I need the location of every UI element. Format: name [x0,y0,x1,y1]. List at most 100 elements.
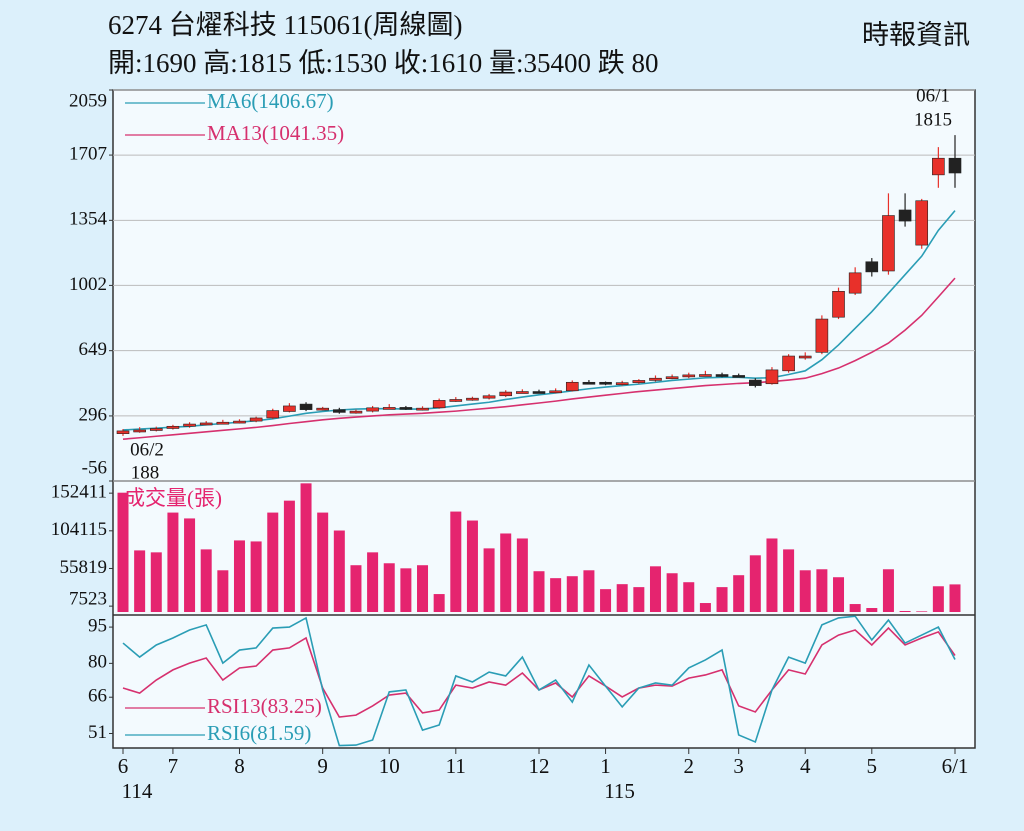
bar [500,533,512,612]
bar [716,587,728,612]
bar [483,548,495,612]
candle-body [898,209,912,222]
summary: 開:1690 高:1815 低:1530 收:1610 量:35400 跌 80 [108,48,659,78]
y-tick-label: 66 [88,686,107,707]
candle-body [199,422,213,426]
bar [733,575,745,612]
candle-body [449,399,463,402]
candle-body [599,381,612,385]
bar [350,565,362,612]
x-tick-label: 1 [600,754,611,778]
y-tick-label: 80 [88,652,107,673]
legend-label: RSI13(83.25) [207,694,322,718]
y-tick-label: 51 [88,722,107,743]
candle-body [915,200,929,246]
annotation: 06/2 [130,439,164,460]
candle-body [682,374,696,378]
x-tick-label: 6 [118,754,129,778]
x-tick-label: 2 [684,754,695,778]
candle-body [466,397,479,401]
bar [433,594,445,612]
candle-body [948,157,962,174]
bar [317,512,329,612]
candle-body [382,407,396,410]
x-tick-label: 5 [867,754,878,778]
x-tick-label: 3 [733,754,744,778]
candle-body [882,215,895,272]
candle-body [532,391,546,394]
candle-body [582,381,596,385]
bar [267,512,279,612]
candle-body [732,375,745,378]
x-tick-label: 8 [234,754,245,778]
candle-body [299,403,313,410]
bar [333,530,345,612]
candle-body [233,420,246,424]
y-tick-label: 2059 [69,90,107,111]
bar [533,571,545,612]
series-line [122,615,956,747]
annotation: 1815 [914,109,952,130]
bar [300,483,312,612]
candle-body [266,410,280,419]
x-tick-label: 7 [168,754,179,778]
bar [783,549,795,612]
candle-body [848,272,862,294]
x-tick-label: 10 [379,754,400,778]
bar [367,552,379,612]
legend-label: 成交量(張) [124,486,222,510]
bar [217,570,229,612]
bar [117,492,129,612]
x-tick-label: 6/1 [942,754,969,778]
bar [799,570,811,612]
candle-body [932,157,945,176]
bar [833,577,845,612]
bar [749,555,761,612]
bar [583,570,595,612]
bar [932,586,944,612]
bar [150,552,162,612]
x-year-label: 114 [122,779,153,803]
source: 時報資訊 [862,20,970,50]
bar [882,569,894,612]
x-tick-label: 12 [529,754,550,778]
x-tick-label: 9 [317,754,328,778]
candle-body [699,374,712,377]
bar [633,587,645,612]
candle-body [565,381,579,392]
y-tick-label: 1707 [69,143,107,164]
bar [233,540,245,612]
x-tick-label: 11 [446,754,466,778]
candle-body [416,407,429,411]
legend-label: MA13(1041.35) [207,121,344,145]
candle-body [399,407,413,410]
y-tick-label: 55819 [60,557,108,578]
bar [566,576,578,612]
candle-body [516,391,529,394]
legend-label: RSI6(81.59) [207,721,311,745]
bar [516,538,528,612]
candle-body [665,376,679,380]
candle-body [349,410,363,414]
chart-title: 6274 台燿科技 115061(周線圖) [108,10,462,40]
bar [866,608,878,612]
y-tick-label: 1354 [69,209,108,230]
candle-body [183,423,196,427]
bar [134,550,146,612]
y-tick-label: 649 [79,339,108,360]
candle-body [798,355,812,359]
candle-body [615,382,629,385]
candle-body [133,429,146,433]
annotation: 188 [131,462,160,483]
x-tick-label: 4 [800,754,811,778]
y-tick-label: -56 [82,457,107,478]
bar [450,511,462,612]
candle-body [749,379,762,386]
candle-body [765,369,779,385]
bar [899,610,911,612]
candle-body [116,430,130,434]
candle-body [815,318,829,353]
bar [550,578,562,612]
x-year-label: 115 [604,779,635,803]
